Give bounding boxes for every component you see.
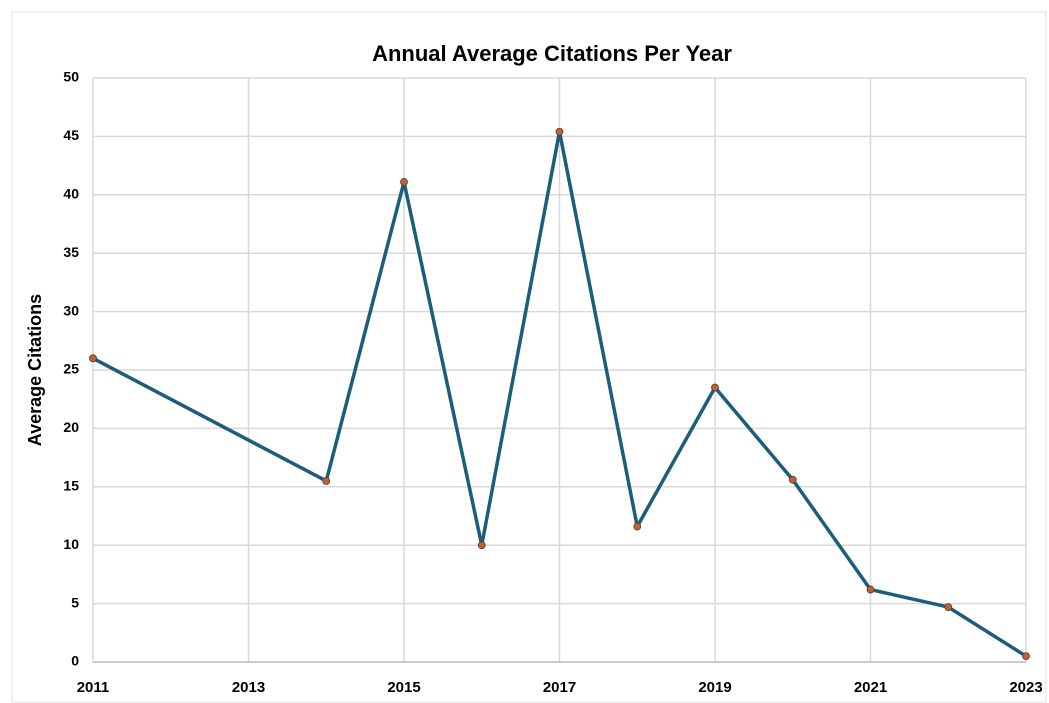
marker [322,477,331,485]
chart-frame [11,11,1047,703]
x-tick-label: 2017 [543,679,576,696]
y-tick-label: 40 [63,186,79,202]
y-tick-label: 0 [71,653,79,669]
y-tick-label: 5 [71,594,79,610]
marker [400,178,408,186]
y-tick-label: 30 [63,302,79,318]
marker [477,541,486,550]
marker [788,475,797,484]
y-tick-label: 20 [63,419,79,435]
x-tick-label: 2015 [387,679,420,696]
marker [89,354,97,363]
marker [555,127,564,136]
y-axis-label: Average Citations [25,294,45,446]
marker [944,603,953,612]
marker [633,522,642,531]
marker [1022,652,1030,661]
x-tick-label: 2021 [854,679,887,696]
y-tick-label: 45 [63,127,79,143]
y-tick-label: 25 [63,361,79,377]
x-tick-label: 2011 [77,679,110,696]
marker [866,585,875,594]
y-tick-label: 50 [63,69,79,85]
x-tick-label: 2019 [698,679,731,696]
marker [711,383,719,392]
y-tick-label: 35 [63,244,79,260]
y-tick-label: 15 [63,478,79,494]
x-tick-label: 2013 [232,679,265,696]
chart-title: Annual Average Citations Per Year [372,41,732,66]
x-tick-label: 2023 [1009,679,1042,696]
y-tick-label: 10 [63,536,79,552]
